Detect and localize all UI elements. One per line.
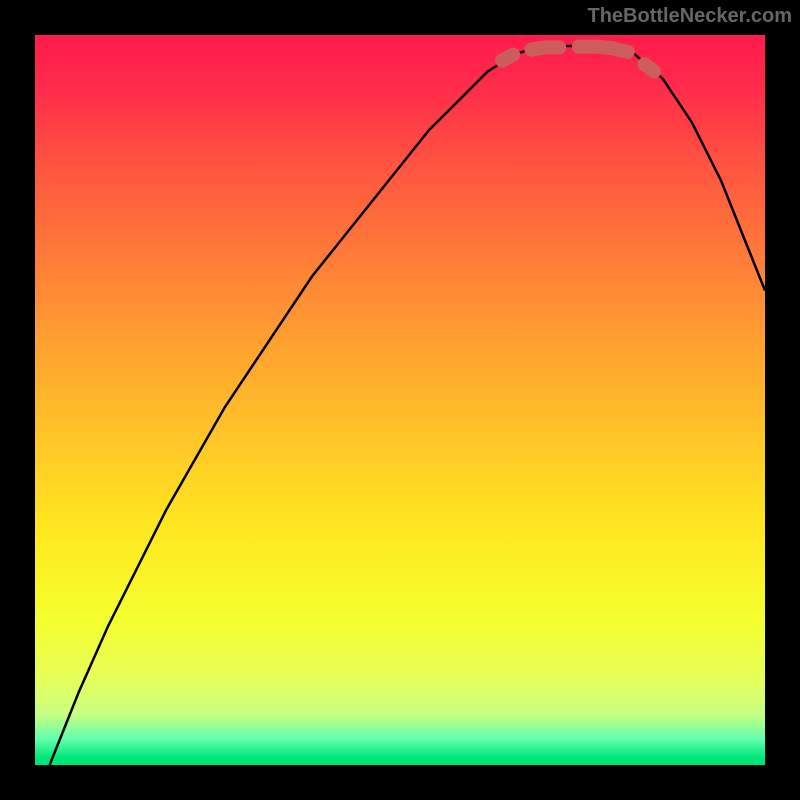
bottleneck-curve: [50, 46, 765, 765]
curve-layer: [35, 35, 765, 765]
highlight-markers: [495, 40, 661, 79]
plot-area: [35, 35, 765, 765]
chart-container: TheBottleNecker.com: [0, 0, 800, 800]
watermark-text: TheBottleNecker.com: [587, 5, 792, 28]
